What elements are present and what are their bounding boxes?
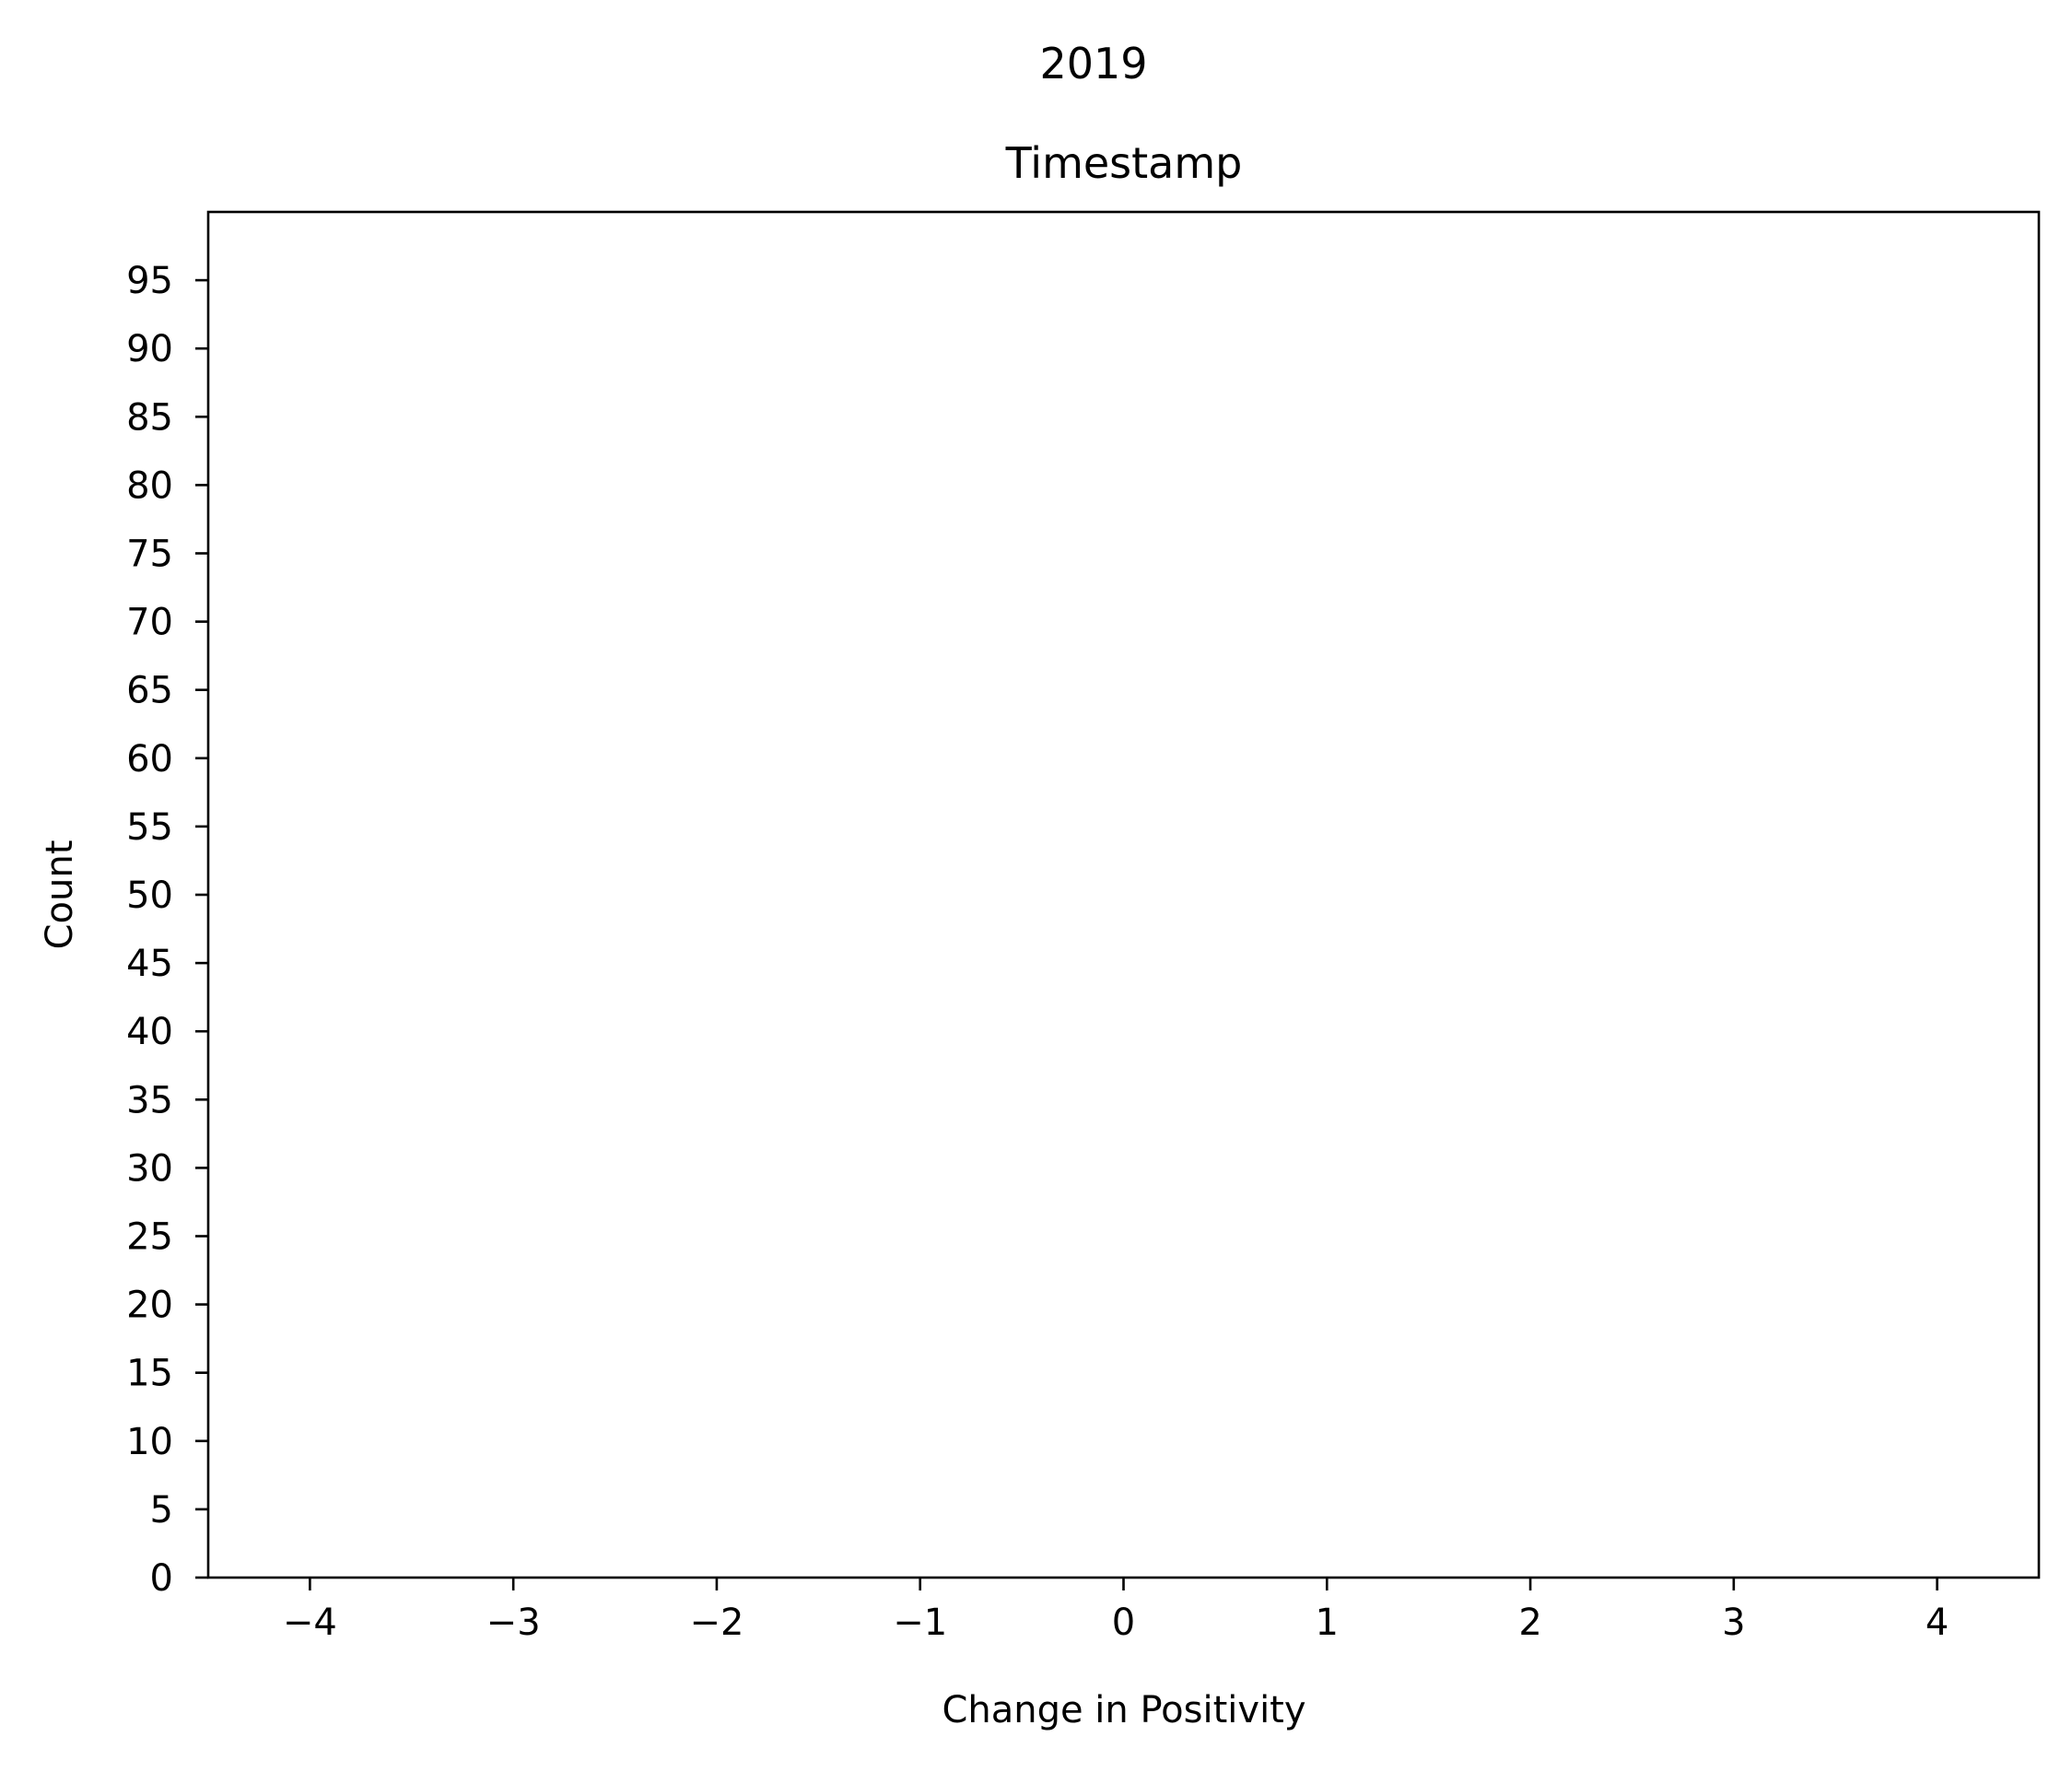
y-tick-label: 75 — [126, 534, 173, 576]
y-tick-label: 95 — [126, 260, 173, 302]
y-tick-label: 40 — [126, 1011, 173, 1053]
y-tick-label: 25 — [126, 1216, 173, 1259]
x-tick-label: 3 — [1722, 1602, 1745, 1644]
y-tick-label: 45 — [126, 943, 173, 985]
x-axis-label: Change in Positivity — [942, 1689, 1305, 1731]
y-tick-label: 20 — [126, 1285, 173, 1327]
y-tick-label: 70 — [126, 602, 173, 644]
y-axis-ticks: 0 5 10 15 20 25 30 35 40 45 50 55 60 65 70 75 80 85 90 95 — [126, 260, 208, 1600]
y-tick-label: 80 — [126, 464, 173, 507]
y-tick-label: 50 — [126, 874, 173, 917]
x-tick-label: 1 — [1316, 1602, 1339, 1644]
x-tick-label: −1 — [893, 1602, 947, 1644]
x-tick-label: −4 — [283, 1602, 337, 1644]
y-tick-label: 10 — [126, 1421, 173, 1463]
y-tick-label: 90 — [126, 328, 173, 370]
axes-title: Timestamp — [1005, 138, 1243, 188]
y-tick-label: 55 — [126, 806, 173, 849]
x-tick-label: −2 — [689, 1602, 743, 1644]
y-tick-label: 60 — [126, 738, 173, 780]
figure-suptitle: 2019 — [1039, 39, 1147, 88]
y-tick-label: 0 — [150, 1557, 173, 1600]
x-axis-ticks: −4 −3 −2 −1 0 1 2 3 4 — [283, 1578, 1949, 1644]
plot-area-frame — [206, 210, 2041, 1579]
y-tick-label: 65 — [126, 670, 173, 712]
x-tick-label: 0 — [1112, 1602, 1135, 1644]
y-tick-label: 85 — [126, 396, 173, 439]
y-tick-label: 35 — [126, 1079, 173, 1121]
y-tick-label: 5 — [150, 1489, 173, 1531]
y-axis-label: Count — [39, 840, 81, 950]
y-tick-label: 30 — [126, 1147, 173, 1190]
x-tick-label: 2 — [1518, 1602, 1541, 1644]
y-tick-label: 15 — [126, 1353, 173, 1395]
x-tick-label: 4 — [1926, 1602, 1949, 1644]
x-tick-label: −3 — [486, 1602, 541, 1644]
